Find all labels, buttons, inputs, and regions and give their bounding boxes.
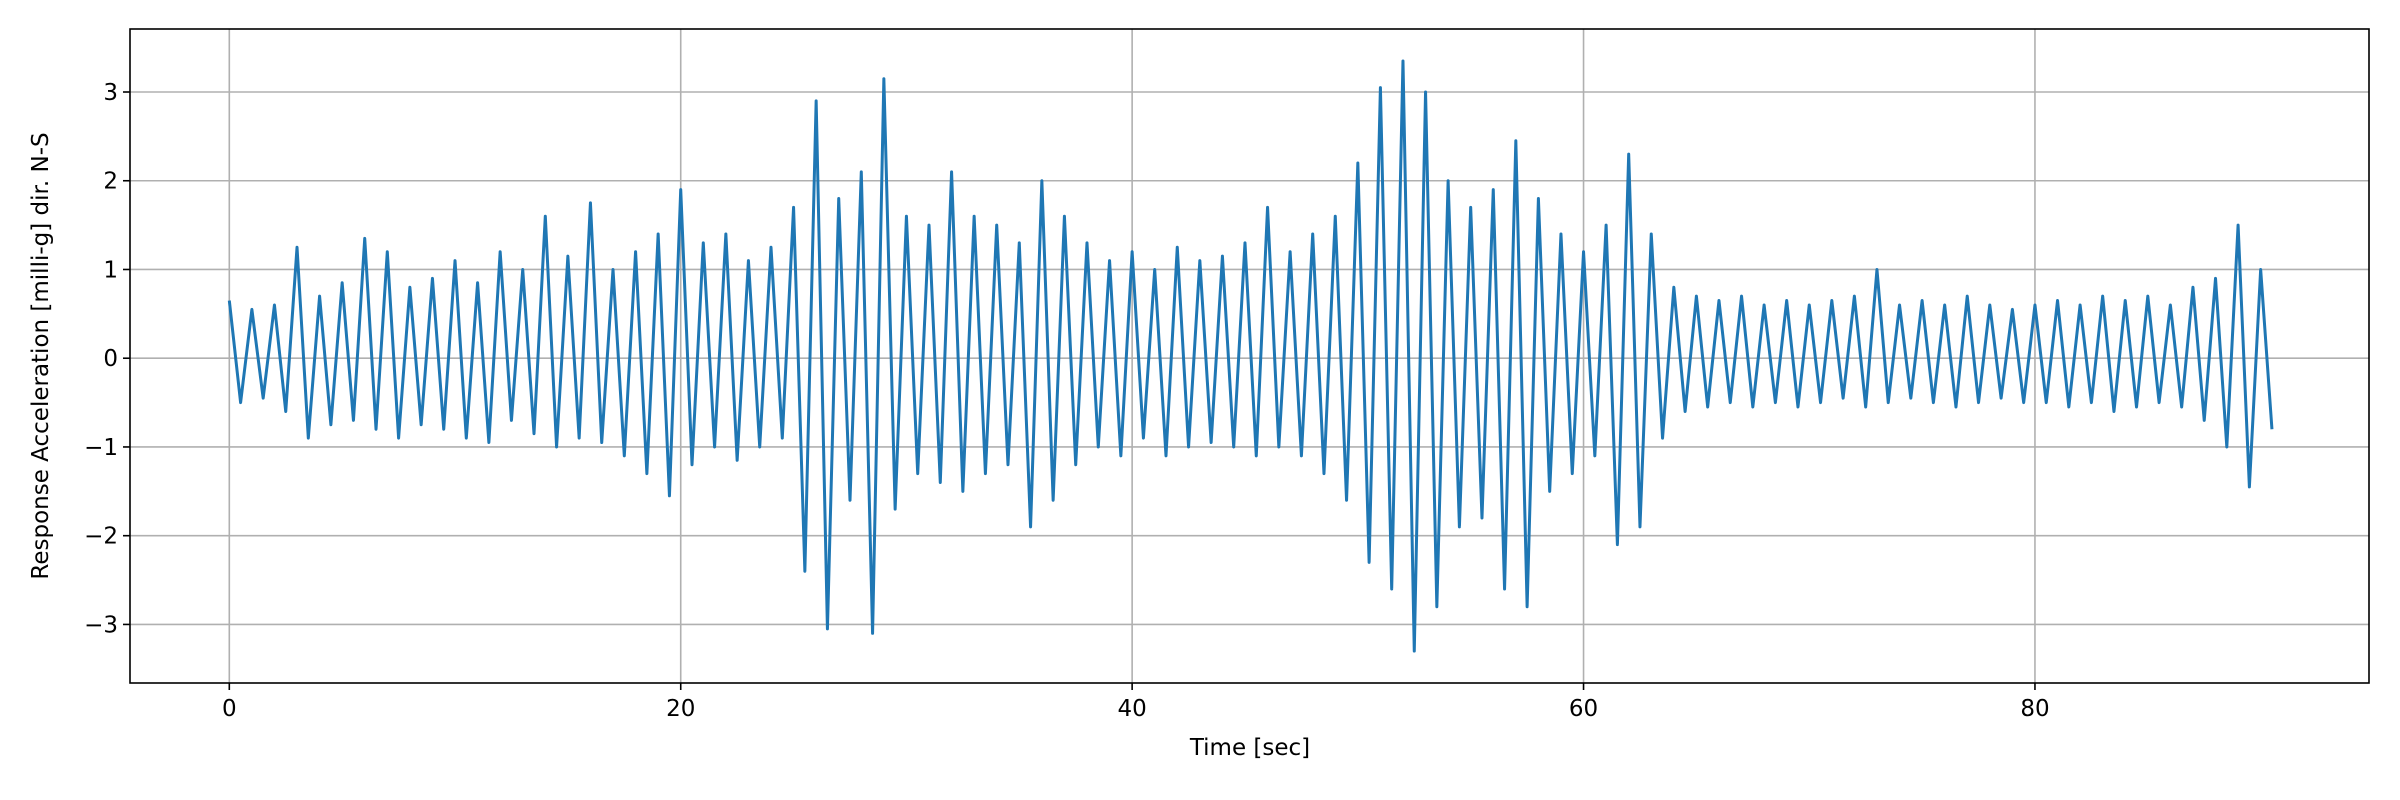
x-tick-label: 80 — [2020, 696, 2049, 722]
plot-frame — [129, 28, 2370, 684]
x-tick-label: 0 — [222, 696, 237, 722]
x-tick-label: 40 — [1117, 696, 1146, 722]
y-axis-label: Response Acceleration [milli-g] dir. N-S — [28, 132, 54, 579]
y-tick-label: 2 — [103, 169, 118, 195]
x-axis-label: Time [sec] — [1189, 735, 1310, 761]
y-tick-label: 1 — [103, 257, 118, 283]
y-tick-label: −2 — [84, 524, 118, 550]
y-tick-label: −1 — [84, 435, 118, 461]
y-tick-label: 3 — [103, 80, 118, 106]
y-tick-label: −3 — [84, 612, 118, 638]
x-tick-label: 60 — [1569, 696, 1598, 722]
y-tick-label: 0 — [103, 346, 118, 372]
plot-lines — [227, 59, 2274, 653]
data-line — [227, 59, 2274, 653]
x-tick-label: 20 — [666, 696, 695, 722]
